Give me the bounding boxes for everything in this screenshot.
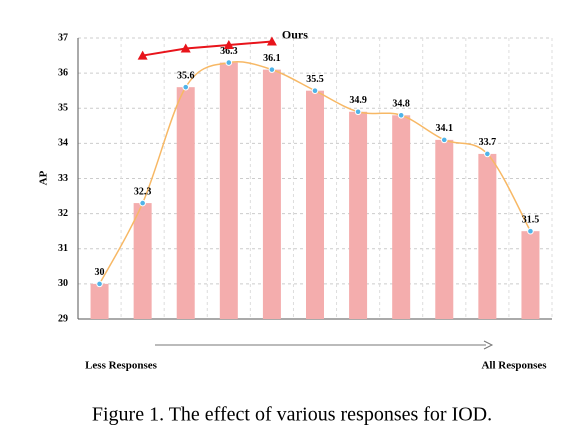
bar (349, 111, 368, 319)
data-label: 35.5 (306, 74, 324, 85)
series-name: Ours (282, 27, 308, 41)
bar (219, 62, 238, 320)
data-label: 31.5 (522, 214, 540, 225)
data-label: 34.8 (392, 99, 410, 110)
arrow-head (483, 340, 494, 350)
point (440, 136, 448, 144)
y-tick-label: 34 (58, 138, 68, 149)
x-end-label: All Responses (481, 360, 547, 372)
y-tick-label: 31 (58, 243, 68, 254)
trend-line (98, 61, 532, 285)
y-tick-label: 32 (58, 208, 68, 219)
point (397, 111, 405, 119)
bar (90, 283, 109, 319)
bar (521, 231, 540, 319)
caption: Figure 1. The effect of various response… (92, 404, 492, 426)
series-marker (137, 50, 148, 60)
data-label: 36.1 (263, 53, 281, 64)
bar (306, 90, 324, 319)
point (225, 59, 233, 66)
data-label: 33.7 (479, 137, 497, 148)
point (527, 227, 534, 235)
y-tick-label: 30 (58, 278, 68, 289)
x-start-label: Less Responses (85, 360, 158, 372)
y-tick-label: 36 (58, 67, 68, 78)
bar (262, 69, 281, 319)
y-tick-label: 29 (58, 313, 68, 324)
point (268, 66, 276, 73)
data-label: 34.1 (436, 123, 454, 134)
bar (133, 203, 152, 319)
point (139, 199, 146, 207)
y-tick-label: 35 (58, 103, 68, 114)
data-label: 34.9 (349, 95, 367, 106)
point (484, 150, 491, 158)
point (96, 280, 103, 288)
series-line (142, 40, 272, 57)
bar (478, 153, 497, 319)
series-marker (180, 43, 191, 53)
series-marker (266, 36, 277, 46)
y-tick-label: 33 (58, 173, 68, 184)
bar (435, 139, 454, 319)
bar (176, 87, 195, 319)
data-label: 35.6 (177, 70, 195, 81)
point (311, 87, 319, 94)
point (182, 83, 190, 91)
data-label: 32.3 (134, 186, 152, 197)
data-label: 30 (95, 267, 105, 278)
bar (392, 115, 411, 320)
series-marker (223, 40, 234, 50)
data-label: 36.3 (220, 46, 238, 57)
point (354, 108, 362, 116)
y-tick-label: 37 (58, 32, 68, 43)
y-axis-label: AP (38, 170, 50, 185)
